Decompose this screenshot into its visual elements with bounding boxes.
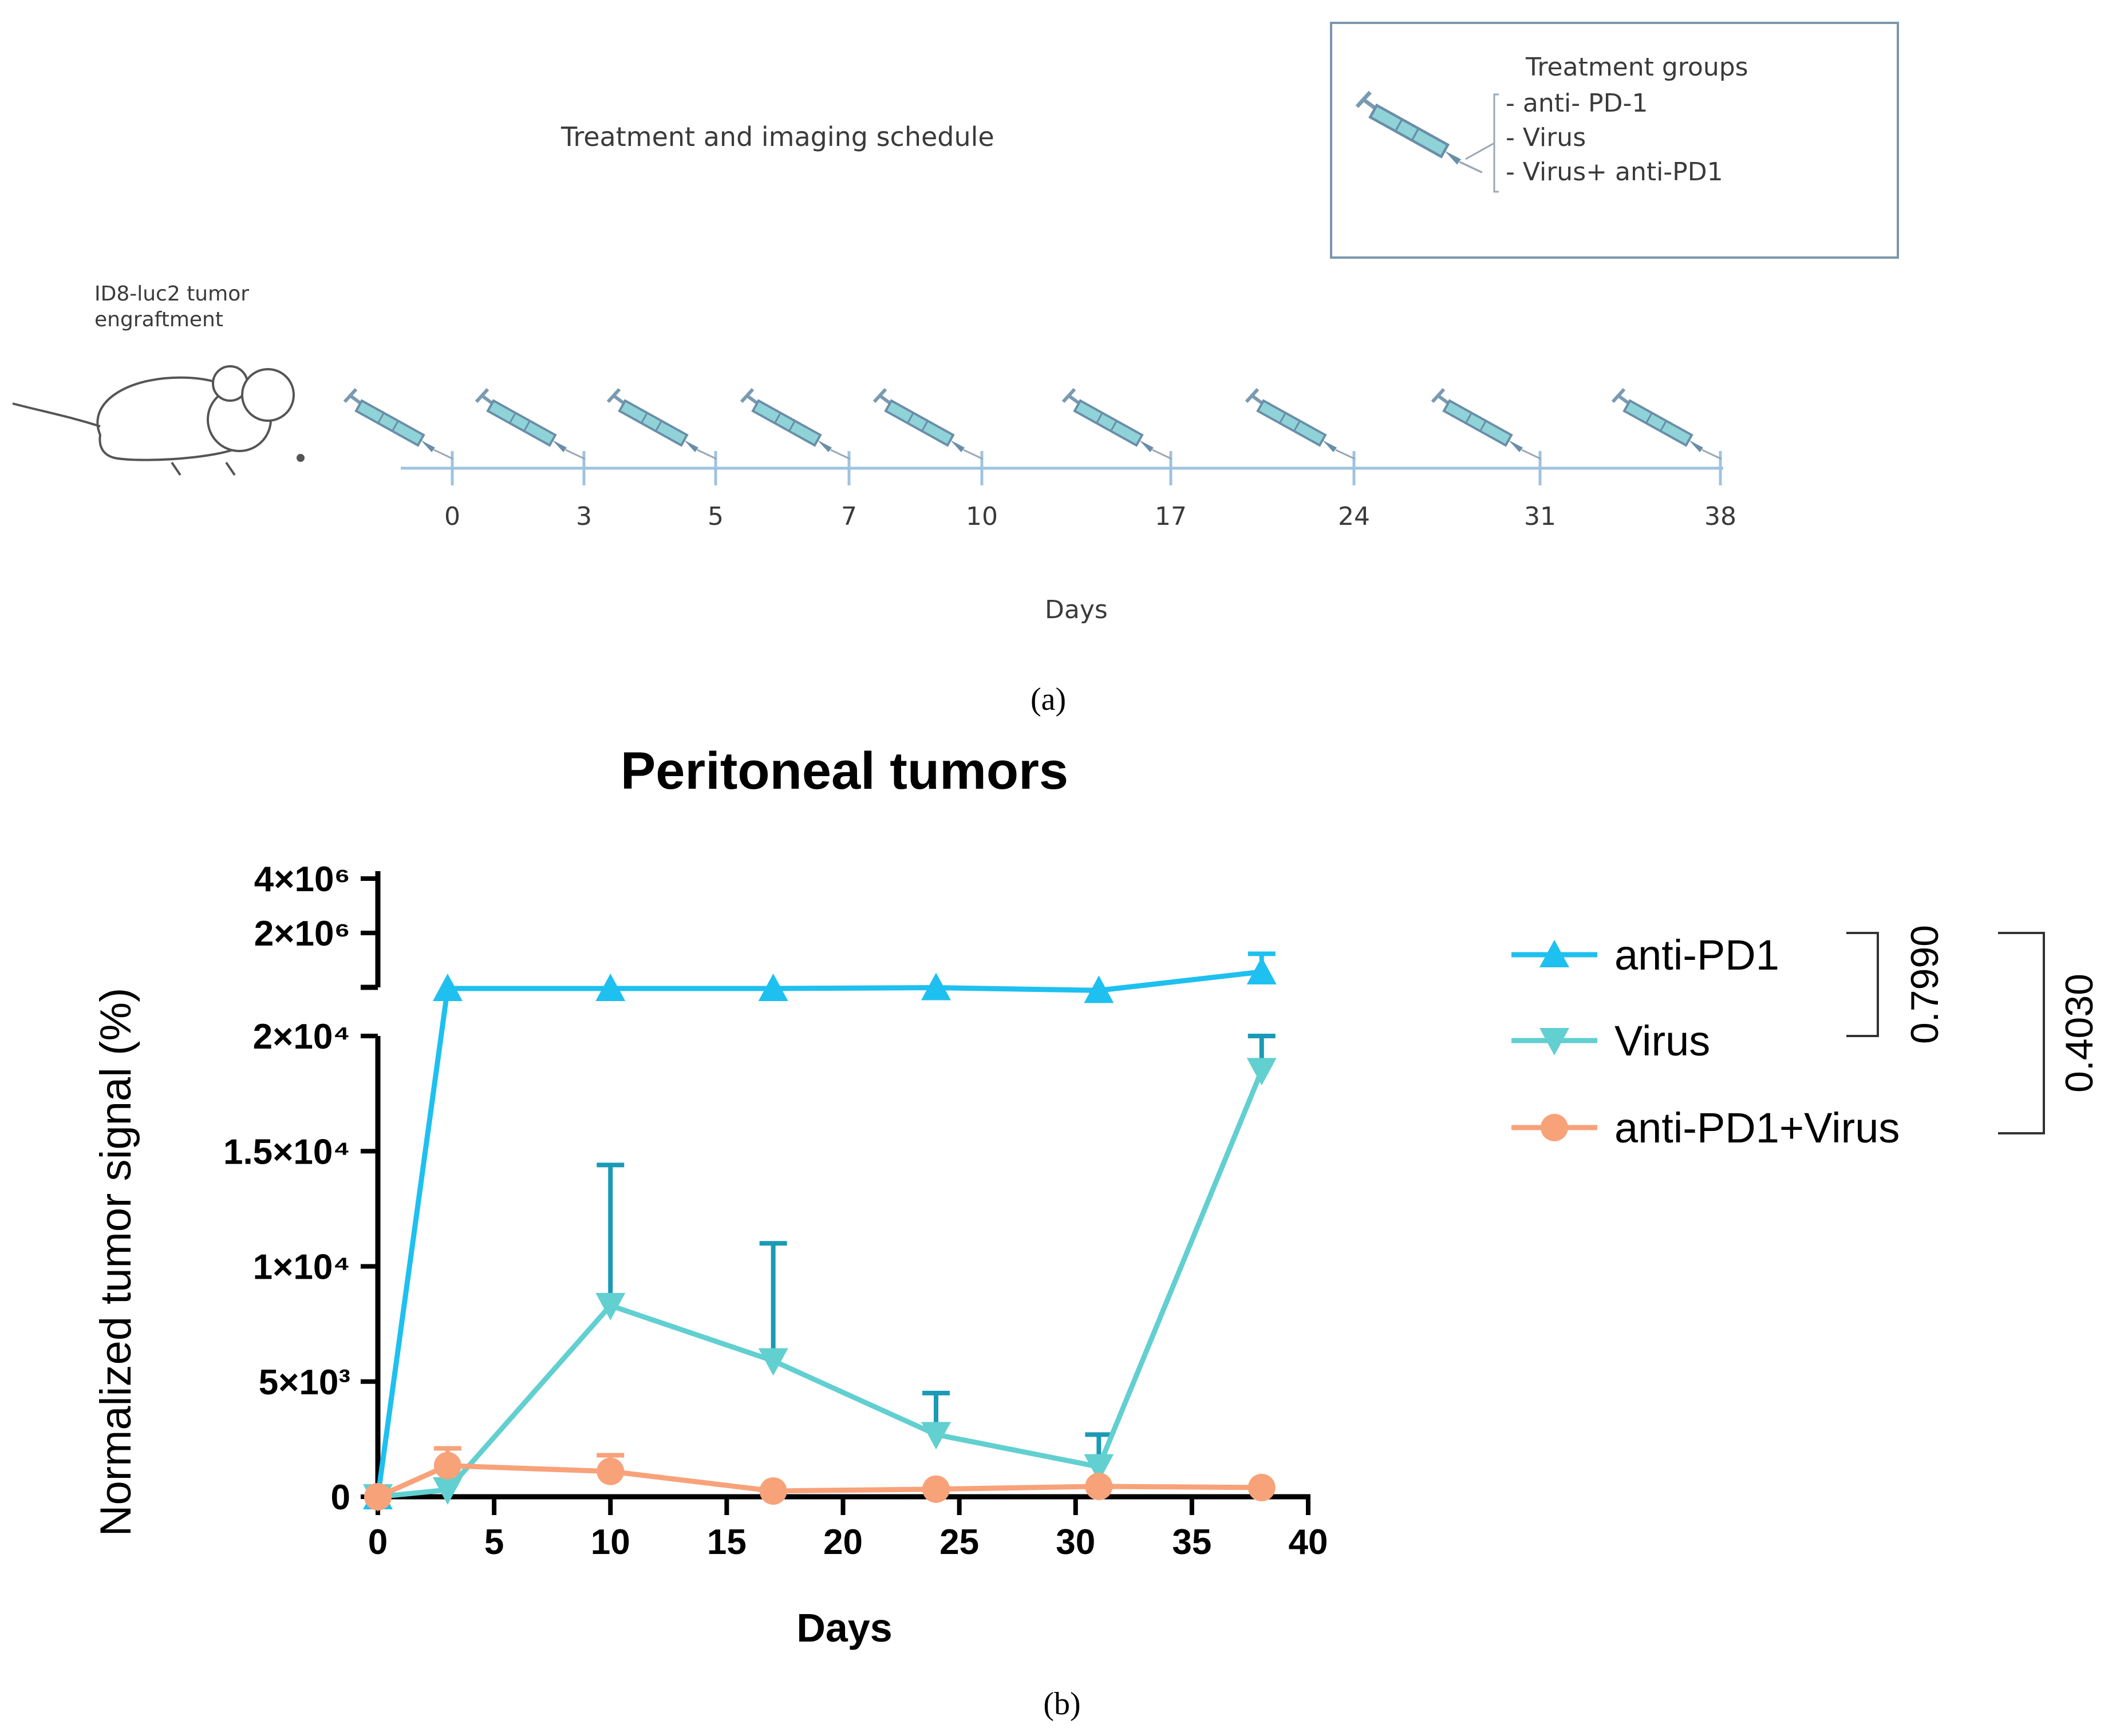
x-tick-label: 25 — [939, 1523, 979, 1562]
y-tick-label: 4×10⁶ — [254, 860, 350, 899]
bracket-line — [1998, 932, 2045, 1134]
x-tick-label: 35 — [1172, 1523, 1211, 1562]
timeline-tick-label: 0 — [444, 502, 460, 531]
timeline-tick-label: 7 — [841, 502, 857, 531]
series-line — [377, 1069, 1264, 1500]
data-point — [1247, 1473, 1276, 1501]
legend-marker — [1541, 1114, 1568, 1141]
treatment-groups-box: Treatment groups - anti- PD-1 - Virus - … — [1330, 22, 1899, 259]
data-point — [1084, 1454, 1114, 1482]
pvalue-label: 0.4030 — [2058, 974, 2101, 1093]
x-tick-label: 15 — [707, 1523, 747, 1562]
legend-label: Virus — [1614, 1017, 1710, 1065]
legend-marker — [1539, 940, 1569, 967]
data-point — [364, 1483, 392, 1510]
data-point — [595, 974, 626, 1001]
data-point — [595, 1292, 626, 1320]
series-line — [377, 1463, 1262, 1500]
legend-item: Virus — [1511, 1017, 1710, 1065]
schedule-title: Treatment and imaging schedule — [560, 121, 994, 152]
data-point — [758, 974, 788, 1001]
data-point — [597, 1457, 625, 1485]
timeline-tick-label: 10 — [966, 502, 998, 531]
timeline-tick-label: 3 — [576, 502, 592, 531]
syringe-icon — [1432, 389, 1541, 459]
chart-axes: 0 5×10³ 1×10⁴ 1.5×10⁴ 2×10⁴ 2×10⁶ 4×10⁶ 0 5 10 15 2… — [223, 860, 1328, 1562]
data-point — [433, 1452, 461, 1480]
engraftment-label-line1: ID8-luc2 tumor — [94, 282, 249, 306]
legend-label: anti-PD1+Virus — [1614, 1104, 1900, 1152]
x-tick-label: 40 — [1289, 1523, 1328, 1562]
group-item-virus-anti-pd1: - Virus+ anti-PD1 — [1506, 157, 1723, 187]
syringe-icon — [874, 389, 983, 459]
data-point — [922, 1475, 950, 1503]
chart-series — [363, 951, 1277, 1512]
legend: anti-PD1 Virus anti-PD1+Virus 0.7990 0.4030 — [1511, 925, 2101, 1152]
x-tick-label: 0 — [368, 1523, 388, 1562]
timeline-xlabel: Days — [1045, 595, 1108, 624]
series-anti-PD1 — [363, 951, 1277, 1509]
legend-marker — [1539, 1028, 1569, 1055]
y-tick-label: 2×10⁶ — [254, 914, 350, 954]
data-point — [1246, 956, 1277, 984]
y-tick-label: 1.5×10⁴ — [223, 1132, 350, 1172]
legend-item: anti-PD1 — [1511, 931, 1779, 979]
y-tick-label: 0 — [331, 1478, 350, 1517]
x-axis-label: Days — [796, 1605, 892, 1650]
y-tick-label: 2×10⁴ — [253, 1017, 350, 1057]
data-point — [432, 1477, 463, 1505]
syringe-icon — [741, 389, 850, 459]
x-tick-label: 30 — [1056, 1523, 1095, 1562]
series-Virus — [363, 1034, 1277, 1512]
y-axis-label: Normalized tumor signal (%) — [92, 988, 140, 1537]
syringe-icon — [1246, 389, 1355, 459]
syringe-icon — [476, 389, 585, 459]
pvalue-bracket: 0.7990 — [1846, 925, 1947, 1044]
caption-a: (a) — [1031, 682, 1066, 717]
chart-title: Peritoneal tumors — [621, 742, 1068, 800]
syringe-icon — [345, 389, 453, 459]
engraftment-label-line2: engraftment — [94, 308, 223, 331]
data-point — [1246, 1058, 1277, 1086]
series-anti-PD1+Virus — [364, 1446, 1276, 1510]
x-tick-label: 10 — [591, 1523, 630, 1562]
groups-title: Treatment groups — [1525, 53, 1748, 82]
legend-item: anti-PD1+Virus — [1511, 1104, 1900, 1152]
data-point — [921, 972, 951, 1001]
data-point — [1084, 975, 1114, 1003]
data-point — [758, 1348, 788, 1376]
timeline-tick-label: 31 — [1524, 502, 1556, 531]
pvalue-label: 0.7990 — [1903, 925, 1947, 1044]
x-tick-label: 5 — [484, 1523, 504, 1562]
data-point — [759, 1477, 787, 1505]
group-item-virus: - Virus — [1506, 123, 1586, 152]
timeline-tick-label: 5 — [708, 502, 724, 531]
group-item-anti-pd1: - anti- PD-1 — [1506, 89, 1648, 118]
timeline: 0 3 5 7 10 17 24 31 38 — [345, 389, 1736, 531]
syringe-icon — [1613, 389, 1722, 459]
data-point — [921, 1422, 951, 1450]
mouse-illustration — [12, 365, 305, 476]
timeline-tick-label: 24 — [1338, 502, 1370, 531]
y-tick-label: 1×10⁴ — [253, 1248, 350, 1287]
panel-b: Peritoneal tumors Normalized tumor signa… — [92, 742, 2101, 1722]
bracket-line — [1846, 932, 1879, 1037]
y-tick-label: 5×10³ — [259, 1363, 350, 1402]
pvalue-bracket: 0.4030 — [1998, 932, 2101, 1134]
syringe-icon — [1063, 389, 1172, 459]
timeline-tick-label: 17 — [1155, 502, 1187, 531]
panel-a: Treatment and imaging schedule ID8-luc2 … — [12, 22, 1899, 717]
syringe-icon — [608, 389, 717, 459]
data-point — [432, 974, 463, 1001]
caption-b: (b) — [1043, 1686, 1080, 1722]
timeline-tick-label: 38 — [1704, 502, 1736, 531]
data-point — [1085, 1472, 1113, 1500]
x-tick-label: 20 — [823, 1523, 863, 1562]
legend-label: anti-PD1 — [1614, 931, 1779, 979]
